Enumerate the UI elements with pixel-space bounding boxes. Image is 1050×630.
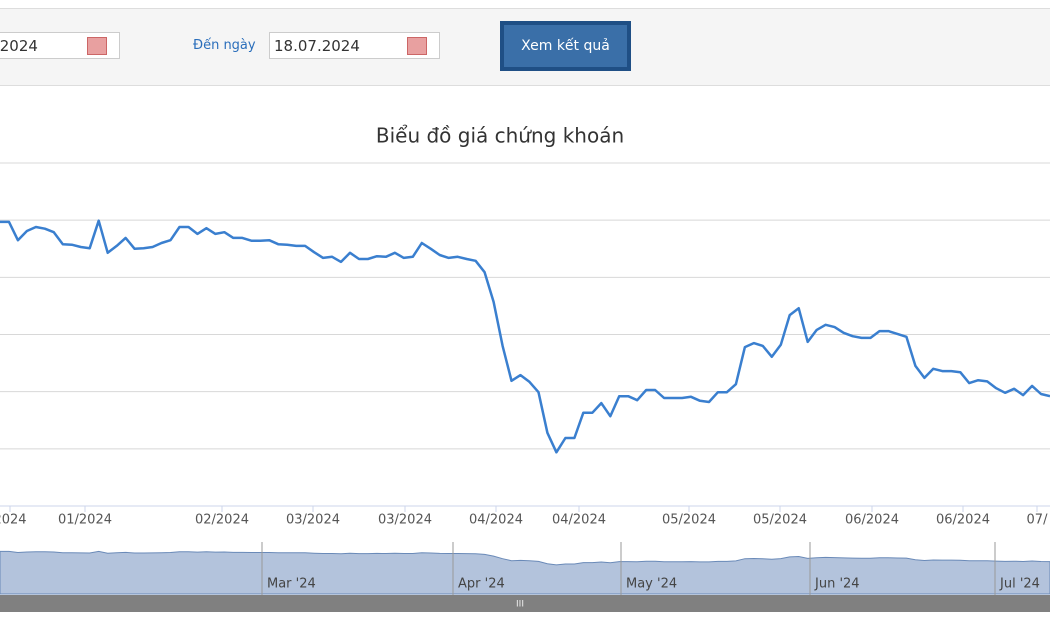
price-line [0, 219, 1050, 454]
navigator-label: May '24 [626, 577, 677, 592]
navigator-label: Jul '24 [999, 577, 1040, 592]
x-tick-label: 07/ [1027, 513, 1049, 528]
x-tick-label: 01/2024 [58, 513, 112, 528]
chart-title: Biểu đồ giá chứng khoán [376, 124, 624, 148]
x-tick-label: 03/2024 [286, 513, 340, 528]
navigator-label: Jun '24 [814, 577, 860, 592]
x-tick-label: 02/2024 [195, 513, 249, 528]
calendar-icon[interactable] [87, 37, 107, 55]
scroll-handle[interactable]: III [516, 600, 524, 610]
from-date-input[interactable]: .2024 [0, 32, 120, 59]
x-tick-label: 06/2024 [845, 513, 899, 528]
x-tick-label: 06/2024 [936, 513, 990, 528]
navigator-area [0, 550, 1050, 595]
x-tick-label: 04/2024 [469, 513, 523, 528]
filter-bar: .2024 Đến ngày 18.07.2024 Xem kết quả [0, 8, 1050, 86]
navigator-label: Mar '24 [267, 577, 316, 592]
x-tick-label: 05/2024 [662, 513, 716, 528]
scrollbar[interactable] [0, 595, 1050, 612]
submit-button[interactable]: Xem kết quả [500, 21, 631, 71]
to-date-label: Đến ngày [193, 38, 256, 53]
from-date: .2024 [0, 37, 38, 55]
to-date-input[interactable]: 18.07.2024 [269, 32, 440, 59]
x-tick-label: 05/2024 [753, 513, 807, 528]
calendar-icon[interactable] [407, 37, 427, 55]
x-tick-label: 03/2024 [378, 513, 432, 528]
navigator-label: Apr '24 [458, 577, 505, 592]
x-tick-label: 2024 [0, 513, 27, 528]
to-date: 18.07.2024 [274, 37, 360, 55]
x-tick-label: 04/2024 [552, 513, 606, 528]
